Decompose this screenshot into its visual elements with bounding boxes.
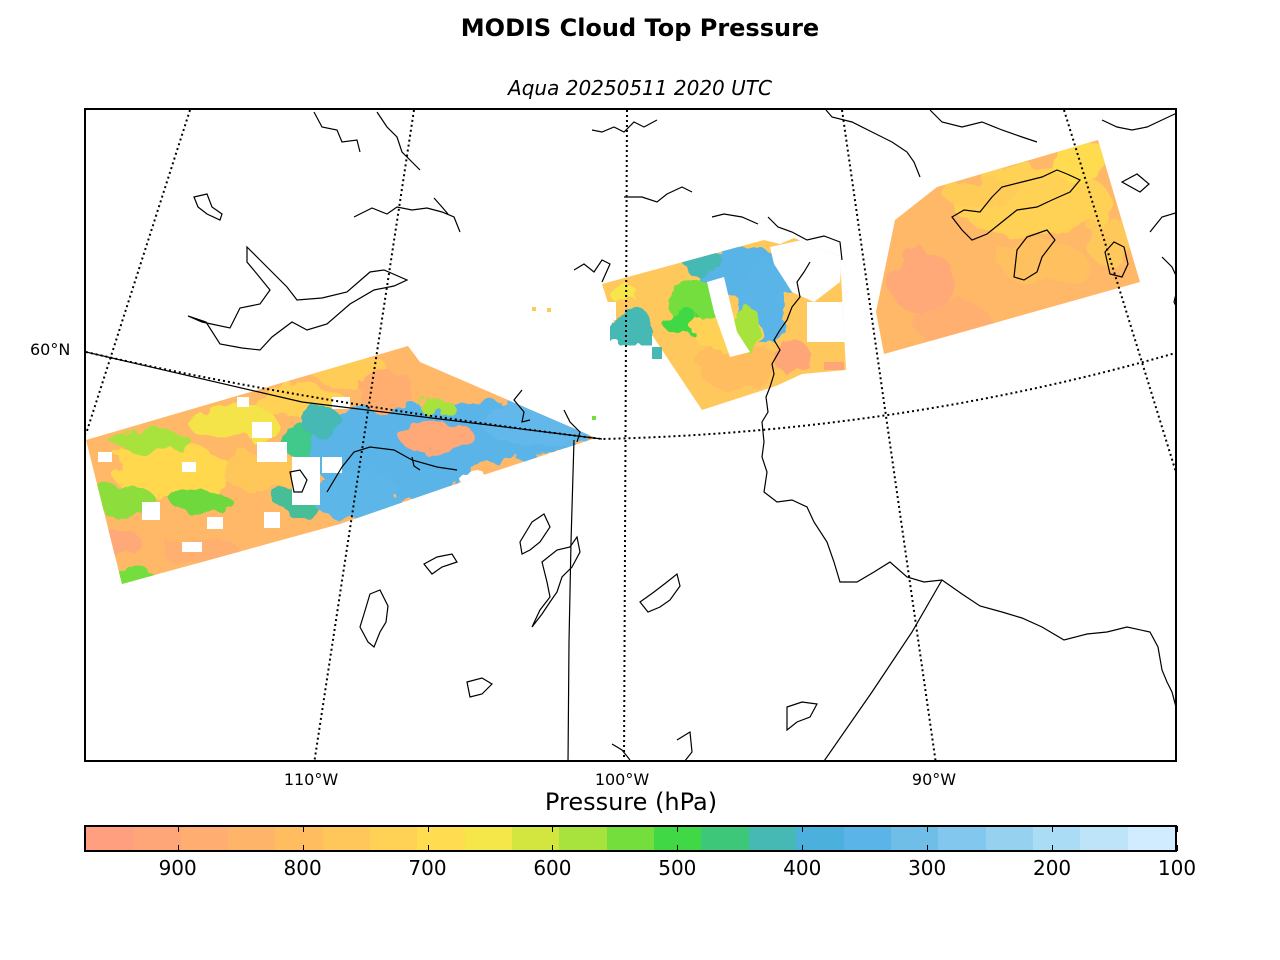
graticule: [86, 110, 1175, 760]
lon-label-90w: 90°W: [911, 770, 957, 789]
colorbar-tick-label: 800: [283, 856, 322, 880]
colorbar-tick-mark: [677, 845, 679, 851]
colorbar-tick-label: 500: [658, 856, 697, 880]
colorbar-tick-mark: [177, 845, 179, 851]
colorbar-tick-label: 400: [783, 856, 822, 880]
colorbar-tick-mark: [302, 845, 304, 851]
colorbar-segment: [606, 827, 655, 850]
colorbar-segment: [1032, 827, 1081, 850]
colorbar-tick-mark: [677, 826, 679, 832]
colorbar-tick-mark: [177, 826, 179, 832]
colorbar: [84, 825, 1177, 852]
colorbar-tick-label: 600: [533, 856, 572, 880]
colorbar-segment: [228, 827, 276, 850]
colorbar-tick-mark: [302, 826, 304, 832]
colorbar-tick-mark: [552, 845, 554, 851]
colorbar-tick-mark: [427, 845, 429, 851]
cloud-fragments: [532, 307, 844, 420]
colorbar-segment: [559, 827, 607, 850]
colorbar-segment: [180, 827, 229, 850]
colorbar-tick-label: 100: [1157, 856, 1197, 880]
colorbar-segment: [512, 827, 560, 850]
colorbar-segment: [1080, 827, 1128, 850]
map-canvas: [86, 110, 1175, 760]
colorbar-segment: [843, 827, 891, 850]
colorbar-tick-mark: [1177, 845, 1178, 851]
colorbar-tick-mark: [1177, 826, 1178, 832]
chart-subtitle: Aqua 20250511 2020 UTC: [508, 76, 772, 100]
colorbar-tick-mark: [427, 826, 429, 832]
colorbar-tick-mark: [927, 845, 929, 851]
colorbar-segment: [133, 827, 181, 850]
colorbar-segment: [275, 827, 323, 850]
swath-gaps-west: [98, 397, 350, 552]
colorbar-segment: [322, 827, 371, 850]
colorbar-segment: [938, 827, 986, 850]
colorbar-segment: [370, 827, 418, 850]
colorbar-segment: [985, 827, 1033, 850]
political-borders: [86, 351, 943, 760]
colorbar-segment: [890, 827, 939, 850]
colorbar-segment: [701, 827, 749, 850]
colorbar-tick-mark: [802, 845, 804, 851]
colorbar-segment: [1127, 827, 1175, 850]
colorbar-segment: [86, 827, 134, 850]
colorbar-tick-mark: [927, 826, 929, 832]
colorbar-segment: [748, 827, 797, 850]
lon-label-100w: 100°W: [594, 770, 650, 789]
colorbar-segment: [464, 827, 513, 850]
cloud-swath-east: [876, 140, 1140, 354]
colorbar-tick-label: 900: [158, 856, 197, 880]
colorbar-segment: [417, 827, 465, 850]
colorbar-title: Pressure (hPa): [544, 788, 718, 816]
colorbar-segment: [654, 827, 702, 850]
colorbar-tick-label: 200: [1032, 856, 1072, 880]
colorbar-tick-mark: [552, 826, 554, 832]
chart-title: MODIS Cloud Top Pressure: [460, 14, 820, 42]
colorbar-tick-label: 700: [408, 856, 447, 880]
lat-label-60n: 60°N: [30, 340, 71, 359]
colorbar-tick-mark: [802, 826, 804, 832]
colorbar-tick-label: 300: [908, 856, 947, 880]
coastlines: [187, 110, 1175, 760]
lon-label-110w: 110°W: [283, 770, 339, 789]
map-panel: [84, 108, 1177, 762]
colorbar-segment: [796, 827, 844, 850]
colorbar-tick-mark: [1052, 845, 1054, 851]
colorbar-tick-mark: [1052, 826, 1054, 832]
